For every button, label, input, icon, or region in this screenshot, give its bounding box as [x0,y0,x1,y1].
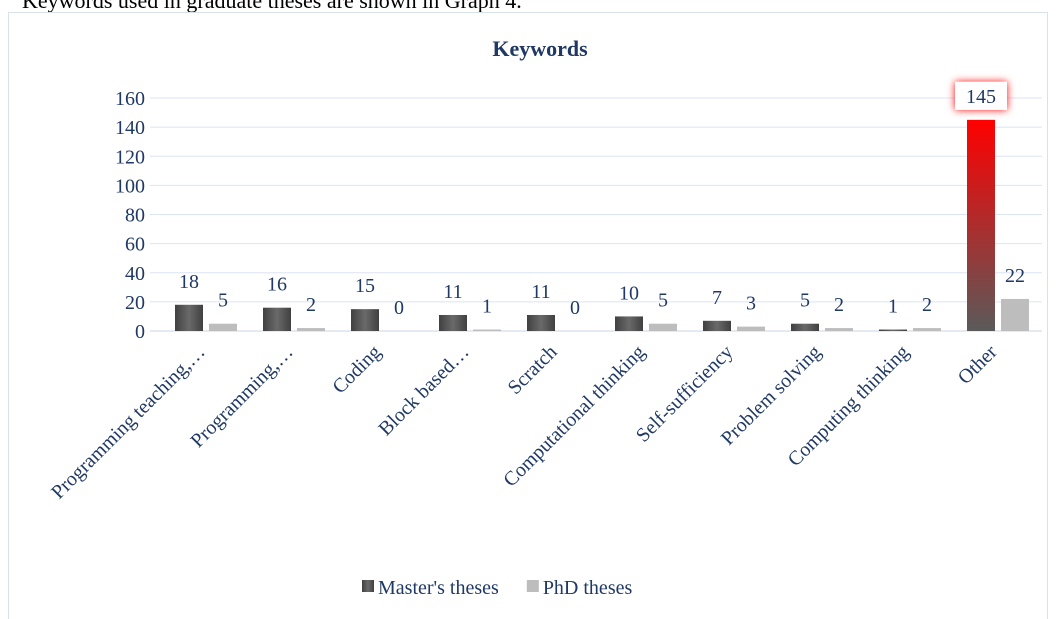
value-label: 15 [355,275,375,297]
document-text: Keywords used in graduate theses are sho… [22,0,522,13]
value-label: 16 [267,274,287,296]
bar [615,316,643,331]
value-label: 2 [834,294,844,316]
bar [967,119,995,331]
value-label: 1 [888,296,898,318]
value-label: 11 [531,281,550,303]
bar [649,323,677,331]
value-label: 11 [443,281,462,303]
y-tick-label: 160 [115,88,145,110]
chart-title: Keywords [492,36,588,61]
value-label: 2 [306,294,316,316]
x-tick-label: Scratch [504,341,562,399]
bar [263,307,291,331]
legend-label: Master's theses [378,577,499,599]
bar [209,323,237,331]
bar [297,328,325,331]
value-label: 0 [570,297,580,319]
bar [737,326,765,331]
bar [913,328,941,331]
value-label: 18 [179,271,199,293]
legend-swatch [526,580,539,592]
chart-border [8,12,1048,619]
value-label: 5 [658,290,668,312]
value-label: 22 [1005,265,1025,287]
bar [527,314,555,331]
y-tick-label: 20 [125,292,145,314]
x-tick-label: Other [954,341,1002,389]
bar [703,320,731,331]
value-label: 10 [619,282,639,304]
value-label: 7 [712,287,722,309]
bar [439,314,467,331]
value-label-box [955,81,1007,110]
value-label: 2 [922,294,932,316]
y-tick-label: 140 [115,117,145,139]
legend-label: PhD theses [543,577,633,599]
value-label: 5 [218,290,228,312]
value-label: 0 [394,297,404,319]
x-tick-label: Computational thinking [499,341,649,491]
legend-swatch [362,580,374,592]
bar [1001,298,1029,331]
x-tick-label: Programming teaching,… [47,341,209,503]
bar [473,329,501,331]
y-tick-label: 0 [135,321,145,343]
y-tick-label: 40 [125,263,145,285]
bar [879,329,907,331]
x-tick-label: Block based… [374,341,473,440]
value-label: 145 [966,86,996,108]
bar [791,323,819,331]
y-tick-label: 100 [115,175,145,197]
bar [351,309,379,331]
value-label: 3 [746,293,756,315]
bar [825,328,853,331]
y-tick-label: 80 [125,205,145,227]
value-label: 1 [482,296,492,318]
value-label: 5 [800,290,810,312]
y-tick-label: 120 [115,146,145,168]
bar [175,304,203,331]
x-tick-label: Coding [328,341,385,398]
y-tick-label: 60 [125,234,145,256]
